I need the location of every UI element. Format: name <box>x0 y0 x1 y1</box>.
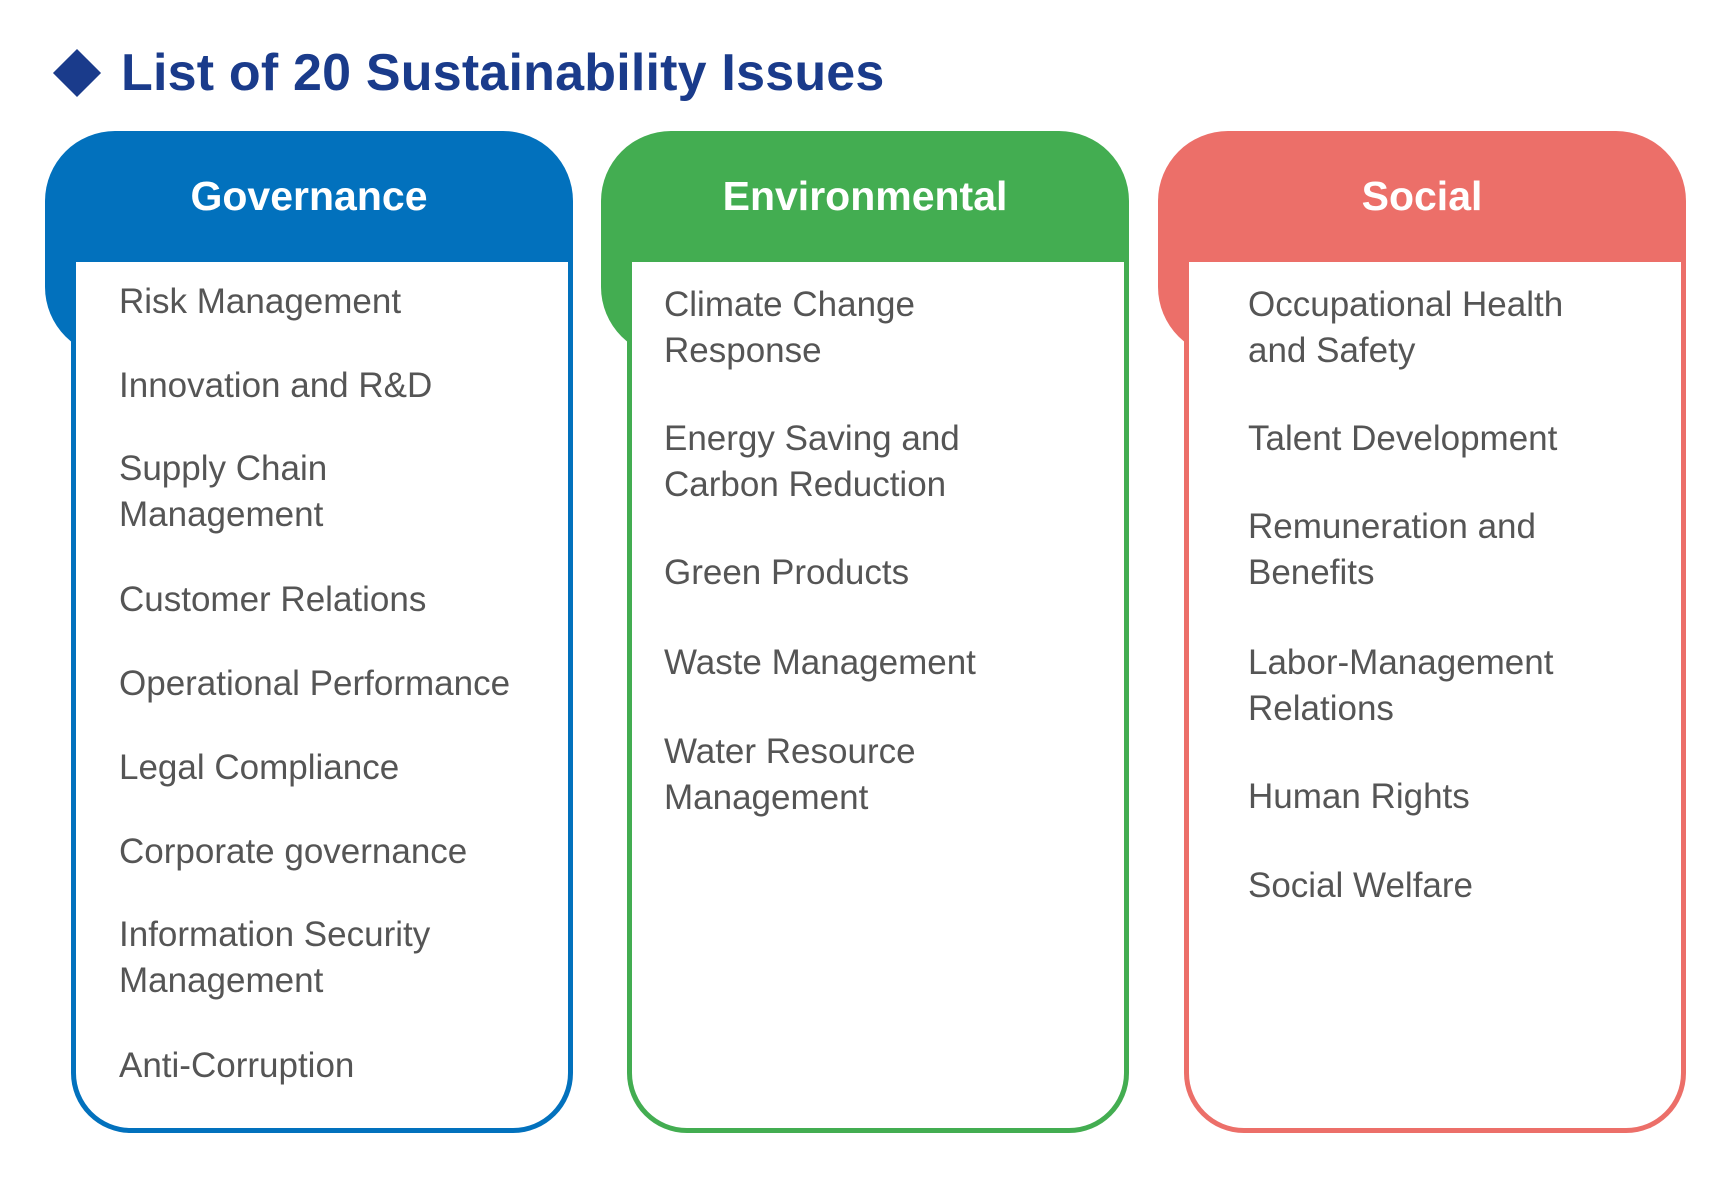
diamond-bullet-icon <box>52 48 102 98</box>
page-title-text: List of 20 Sustainability Issues <box>121 44 885 102</box>
social-list: Occupational Health and Safety Talent Dev… <box>1184 262 1686 1133</box>
social-item-1: Occupational Health and Safety <box>1248 285 1564 370</box>
environmental-item-4: Waste Management <box>664 643 976 682</box>
governance-item-2: Innovation and R&D <box>119 366 433 405</box>
social-item-5: Human Rights <box>1248 777 1470 816</box>
governance-item-7: Corporate governance <box>119 832 468 871</box>
environmental-item-5: Water Resource Management <box>664 732 916 817</box>
governance-item-6: Legal Compliance <box>119 748 400 787</box>
governance-item-4: Customer Relations <box>119 580 427 619</box>
governance-item-8: Information Security Management <box>119 915 431 1000</box>
governance-card: Governance Risk Management Innovation an… <box>45 131 573 1133</box>
governance-item-5: Operational Performance <box>119 664 511 703</box>
social-item-4: Labor-Management Relations <box>1248 643 1554 728</box>
social-heading: Social <box>1361 173 1483 219</box>
environmental-heading: Environmental <box>722 173 1008 219</box>
governance-heading: Governance <box>190 173 428 219</box>
governance-item-9: Anti-Corruption <box>119 1046 355 1085</box>
environmental-item-2: Energy Saving and Carbon Reduction <box>664 419 960 504</box>
governance-item-1: Risk Management <box>119 282 402 321</box>
social-card: Social Occupational Health and Safety Tal… <box>1158 131 1686 1133</box>
environmental-item-1: Climate Change Response <box>664 285 915 370</box>
environmental-item-3: Green Products <box>664 553 910 592</box>
social-item-6: Social Welfare <box>1248 866 1474 905</box>
governance-list: Risk Management Innovation and R&D Suppl… <box>71 262 573 1133</box>
governance-item-3: Supply Chain Management <box>119 449 328 534</box>
social-item-2: Talent Development <box>1248 419 1558 458</box>
social-item-3: Remuneration and Benefits <box>1248 507 1536 592</box>
page-title: List of 20 Sustainability Issues <box>48 38 885 108</box>
environmental-list: Climate Change Response Energy Saving and… <box>627 262 1129 1133</box>
environmental-card: Environmental Climate Change Response Ene… <box>601 131 1129 1133</box>
